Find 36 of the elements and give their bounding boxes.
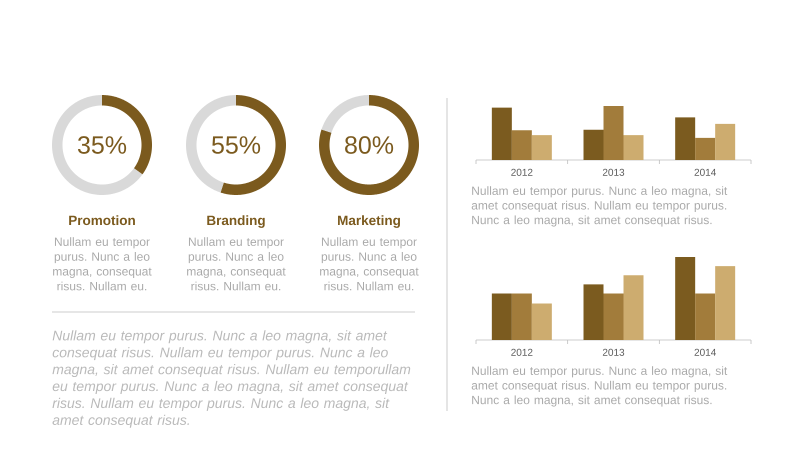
bar bbox=[624, 135, 644, 160]
data-label: 80% bbox=[345, 136, 394, 154]
text: Branding bbox=[207, 215, 265, 228]
bar bbox=[512, 294, 532, 340]
bar bbox=[512, 130, 532, 160]
text: Nullam eu tempor purus. Nunc a leo magna, sit amet consequat risus. Nullam eu tempor purus. Nunc a leo magna, sit amet consequat risus. bbox=[472, 186, 728, 227]
bar bbox=[492, 108, 512, 160]
bar bbox=[584, 130, 604, 160]
text: Nullam eu tempor purus. Nunc a leo magna, sit amet consequat risus. Nullam eu tempor purus. Nunc a leo magna, sit amet consequat risus. bbox=[472, 366, 728, 407]
text: Nullam eu tempor purus. Nunc a leo magna, sit amet consequat risus. Nullam eu tempor purus. Nunc a leo magna, sit amet consequat risus. Nullam eu temporullam eu tempor purus. Nunc a leo magna, sit amet consequat risus. Nullam eu tempor purus. Nunc a leo magna, sit amet consequat risus. bbox=[52, 330, 410, 428]
bar bbox=[715, 124, 736, 160]
text: Promotion bbox=[69, 215, 135, 226]
bar bbox=[584, 284, 604, 340]
bar bbox=[604, 294, 624, 340]
x-tick-label: 2012 bbox=[511, 168, 532, 176]
bar bbox=[715, 266, 736, 340]
bar bbox=[675, 117, 696, 160]
bar bbox=[695, 294, 716, 340]
bar bbox=[604, 106, 624, 160]
x-tick-label: 2014 bbox=[694, 348, 716, 356]
bar bbox=[695, 138, 716, 160]
x-tick-label: 2013 bbox=[602, 348, 624, 356]
text: Nullam eu tempor purus. Nunc a leo magna, consequat risus. Nullam eu. bbox=[53, 237, 152, 290]
x-tick-label: 2012 bbox=[511, 348, 532, 356]
text: Nullam eu tempor purus. Nunc a leo magna, consequat risus. Nullam eu. bbox=[187, 237, 286, 290]
text: Marketing bbox=[338, 215, 400, 228]
data-label: 55% bbox=[212, 136, 260, 154]
x-tick-label: 2014 bbox=[694, 168, 716, 176]
bar bbox=[675, 256, 696, 340]
bar bbox=[624, 275, 644, 340]
x-tick-label: 2013 bbox=[602, 168, 624, 176]
bar bbox=[492, 294, 512, 340]
data-label: 35% bbox=[78, 136, 126, 154]
bar bbox=[532, 303, 552, 340]
text: Nullam eu tempor purus. Nunc a leo magna, consequat risus. Nullam eu. bbox=[320, 237, 419, 290]
bar bbox=[532, 135, 552, 160]
